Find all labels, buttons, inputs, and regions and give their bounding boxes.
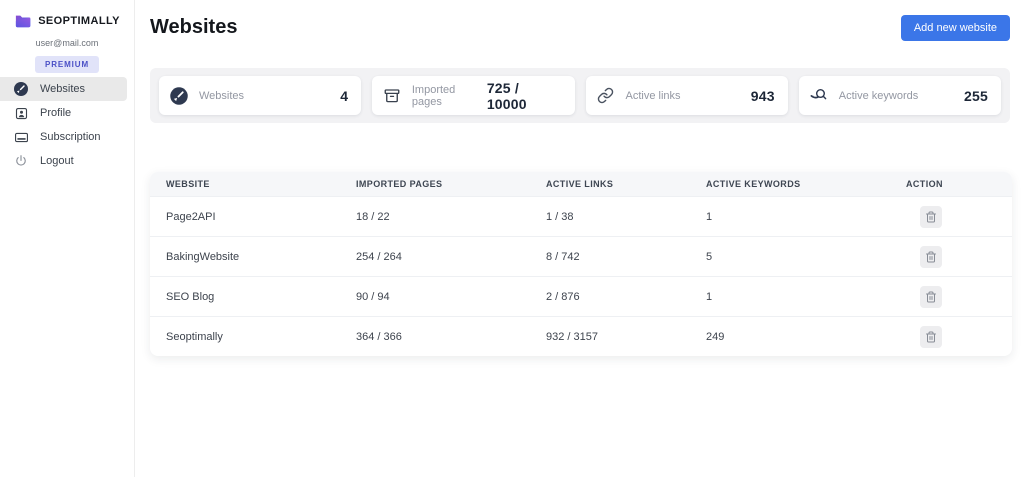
active-keywords-value: 1 <box>706 290 713 303</box>
sidebar-item-label: Profile <box>40 107 72 119</box>
active-keywords-value: 249 <box>706 330 725 343</box>
websites-table: WEBSITE IMPORTED PAGES ACTIVE LINKS ACTI… <box>150 172 1012 356</box>
stat-card-active-keywords: Active keywords 255 <box>798 76 1001 115</box>
imported-pages-value: 254 / 264 <box>356 250 402 263</box>
keyword-search-icon <box>809 86 829 106</box>
column-header-action: ACTION <box>906 179 943 189</box>
stat-value: 4 <box>340 87 349 104</box>
column-header-imported-pages: IMPORTED PAGES <box>356 179 443 189</box>
trash-icon <box>925 331 937 343</box>
stat-label: Imported pages <box>411 83 456 108</box>
sidebar-item-label: Subscription <box>40 131 101 143</box>
person-badge-icon <box>13 105 29 121</box>
website-name: Seoptimally <box>166 330 223 343</box>
page-title: Websites <box>150 16 238 38</box>
add-new-website-button[interactable]: Add new website <box>900 15 1010 41</box>
website-name: SEO Blog <box>166 290 215 303</box>
active-links-value: 8 / 742 <box>546 250 580 263</box>
delete-website-button[interactable] <box>920 205 942 228</box>
trash-icon <box>925 251 937 263</box>
table-row: BakingWebsite 254 / 264 8 / 742 5 <box>150 236 1012 276</box>
stat-value: 255 <box>964 87 988 104</box>
sidebar-item-label: Logout <box>40 155 74 167</box>
sidebar-item-logout[interactable]: Logout <box>0 149 135 173</box>
trash-icon <box>925 291 937 303</box>
brand: SEOPTIMALLY <box>0 0 134 29</box>
stats-band: Websites 4 Imported pages 725 / 10000 Ac… <box>150 68 1010 123</box>
sidebar-menu: Websites Profile Subscription <box>0 77 135 173</box>
column-header-active-keywords: ACTIVE KEYWORDS <box>706 179 801 189</box>
imported-pages-value: 90 / 94 <box>356 290 390 303</box>
power-icon <box>13 153 29 169</box>
stat-card-active-links: Active links 943 <box>585 76 788 115</box>
column-header-website: WEBSITE <box>166 179 210 189</box>
pen-circle-icon <box>13 81 29 97</box>
active-links-value: 932 / 3157 <box>546 330 598 343</box>
delete-website-button[interactable] <box>920 325 942 348</box>
trash-icon <box>925 211 937 223</box>
stat-value: 943 <box>750 87 775 104</box>
stat-label: Active links <box>625 89 681 102</box>
sidebar-item-profile[interactable]: Profile <box>0 101 135 125</box>
imported-pages-value: 364 / 366 <box>356 330 402 343</box>
delete-website-button[interactable] <box>920 285 942 308</box>
column-header-active-links: ACTIVE LINKS <box>546 179 614 189</box>
plan-badge: PREMIUM <box>34 56 100 73</box>
stat-card-websites: Websites 4 <box>159 76 362 115</box>
folder-gradient-icon <box>14 13 32 29</box>
table-row: Page2API 18 / 22 1 / 38 1 <box>150 196 1012 236</box>
brand-name: SEOPTIMALLY <box>38 15 120 27</box>
credit-card-icon <box>13 129 29 145</box>
imported-pages-value: 18 / 22 <box>356 210 390 223</box>
stat-label: Websites <box>199 89 245 102</box>
sidebar-item-websites[interactable]: Websites <box>0 77 127 101</box>
website-name: Page2API <box>166 210 216 223</box>
sidebar-item-label: Websites <box>40 83 86 95</box>
table-row: Seoptimally 364 / 366 932 / 3157 249 <box>150 316 1012 356</box>
stat-card-imported-pages: Imported pages 725 / 10000 <box>372 76 575 115</box>
user-email: user@mail.com <box>35 38 99 48</box>
sidebar: SEOPTIMALLY user@mail.com PREMIUM Websit… <box>0 0 135 477</box>
delete-website-button[interactable] <box>920 245 942 268</box>
active-keywords-value: 1 <box>706 210 713 223</box>
active-links-value: 2 / 876 <box>546 290 580 303</box>
archive-box-icon <box>382 86 402 106</box>
table-header-row: WEBSITE IMPORTED PAGES ACTIVE LINKS ACTI… <box>150 172 1012 196</box>
active-keywords-value: 5 <box>706 250 713 263</box>
website-name: BakingWebsite <box>166 250 240 263</box>
table-row: SEO Blog 90 / 94 2 / 876 1 <box>150 276 1012 316</box>
sidebar-item-subscription[interactable]: Subscription <box>0 125 135 149</box>
pen-circle-icon <box>169 86 189 106</box>
stat-value: 725 / 10000 <box>486 79 527 112</box>
active-links-value: 1 / 38 <box>546 210 574 223</box>
chain-link-icon <box>596 86 616 106</box>
stat-label: Active keywords <box>838 89 919 102</box>
